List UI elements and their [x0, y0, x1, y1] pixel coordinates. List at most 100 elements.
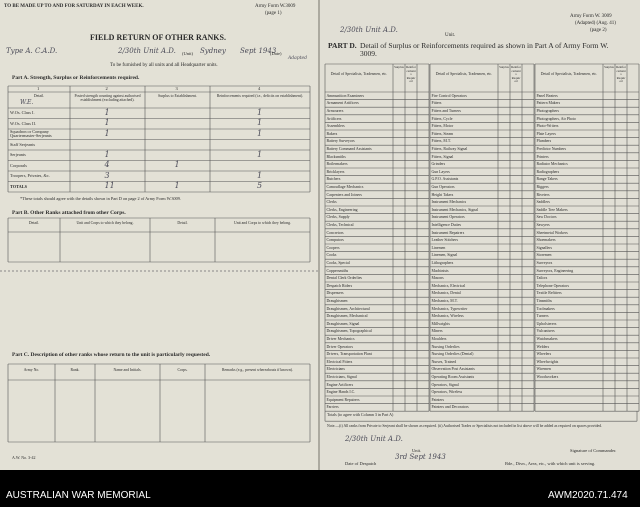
- trade-label: Vulcanisers: [536, 329, 555, 334]
- trade-label: G.P.O. Assistants: [431, 177, 459, 182]
- row-label: TOTALS: [10, 183, 28, 189]
- trade-label: Machinists: [431, 268, 449, 273]
- handwriting: W.E.: [20, 99, 34, 106]
- page-number: (page 1): [265, 11, 282, 16]
- footnote: *These totals should agree with the deta…: [20, 196, 181, 201]
- section-title: Part A. Strength, Surplus or Reinforceme…: [12, 75, 140, 81]
- trade-label: Driver Mechanics: [326, 337, 355, 341]
- trade-label: Saddle Tree Makers: [536, 207, 568, 212]
- row-label: Staff Serjeants: [10, 141, 36, 147]
- trade-label: Panel Beaters: [536, 93, 558, 98]
- handwritten-value: 11: [104, 181, 115, 190]
- row-label: Serjeants: [10, 152, 26, 157]
- trade-label: Mechanics, Wireless: [431, 314, 464, 319]
- trade-label: Telephone Operators: [536, 283, 569, 288]
- handwriting: 3rd Sept 1943: [395, 453, 446, 461]
- trade-label: Watchmakers: [536, 337, 558, 341]
- trade-label: Drivers, Transportation Plant: [326, 352, 372, 357]
- trade-label: Millwrights: [431, 321, 450, 326]
- trade-label: Wheelwrights: [536, 359, 559, 364]
- trade-label: Instrument Mechanics: [431, 200, 467, 205]
- row-label: Squadron or Company Quartermaster-Serjea…: [10, 128, 52, 139]
- trade-label: Nurses, Trained: [431, 359, 457, 364]
- form-number: Army Form W.3009: [255, 4, 296, 9]
- footer-left: AUSTRALIAN WAR MEMORIAL: [6, 490, 151, 501]
- row-label: W.Os. Class I.: [10, 110, 35, 115]
- formation-label: Bde., Divn., Area, etc., with which unit…: [505, 461, 596, 466]
- trade-label: Driver Operators: [326, 344, 353, 349]
- column-header: Detail of Specialists, Tradesmen, etc.: [435, 72, 493, 76]
- trade-label: Fitters, Steam: [431, 131, 454, 136]
- column-header: Surplus: [499, 65, 509, 69]
- trade-label: Storemen: [536, 253, 552, 258]
- trade-label: Leather Stitchers: [431, 238, 458, 243]
- section-label: PART D.: [328, 41, 357, 50]
- trade-label: Sawyers: [536, 223, 550, 227]
- trade-label: Draughtsmen, Mechanical: [326, 314, 368, 319]
- trade-label: Range Takers: [536, 177, 558, 182]
- column-header: Detail of Specialists, Tradesmen, etc.: [330, 72, 388, 76]
- trade-label: Sheetmetal Workers: [536, 230, 568, 235]
- trade-label: Painters: [431, 397, 445, 402]
- trade-label: Draughtsmen, Topographical: [326, 329, 372, 334]
- trade-label: Engine Hands I.C.: [326, 390, 356, 395]
- trade-label: Clerks, Engineering: [326, 207, 358, 212]
- section-title: Part C. Description of other ranks whose…: [12, 352, 211, 358]
- trade-label: Fitters, Signal: [431, 154, 454, 159]
- trade-label: Observation Post Assistants: [431, 367, 475, 372]
- column-header: Unit and Corps to which they belong.: [76, 221, 134, 225]
- column-header: Detail.: [28, 221, 40, 225]
- handwritten-value: 1: [104, 128, 110, 138]
- trade-label: Photographers: [536, 109, 559, 113]
- trade-label: Boilermakers: [326, 162, 348, 167]
- trade-label: Operators, Signal: [431, 382, 459, 387]
- row-label: Troopers, Privates, &c.: [10, 173, 50, 178]
- trade-label: Coopers: [326, 245, 340, 250]
- row-label: Corporals: [10, 162, 27, 168]
- trade-label: Shoemakers: [536, 238, 556, 243]
- page-number: (page 2): [590, 28, 607, 33]
- trade-label: Nursing Orderlies (Dental): [431, 352, 474, 357]
- trade-label: Linemen: [431, 245, 446, 250]
- trade-label: Surveyors, Engineering: [536, 268, 574, 273]
- unit-label: Unit.: [445, 33, 456, 38]
- trade-label: Textile Refitters: [536, 291, 562, 296]
- form-title: FIELD RETURN OF OTHER RANKS.: [90, 33, 226, 42]
- trade-label: Butchers: [326, 177, 341, 182]
- trade-label: Nursing Orderlies: [431, 344, 460, 349]
- trade-label: Draughtsmen, Signal: [326, 321, 360, 326]
- handwriting: 2/30th Unit A.D.: [118, 47, 176, 55]
- trade-label: Mechanics, Electrical: [431, 283, 466, 288]
- section-title: Part B. Other Ranks attached from other …: [12, 210, 126, 216]
- footer-band: [0, 470, 640, 507]
- trade-label: Predictor Numbers: [536, 147, 567, 151]
- totals-label: Totals (to agree with Column 3 in Part A…: [327, 412, 394, 418]
- handwritten-value: 1: [174, 160, 180, 169]
- trade-label: Woodworkers: [536, 375, 559, 379]
- column-header: Reinforcements Required: [616, 65, 626, 84]
- handwritten-value: 1: [257, 107, 263, 117]
- column-header: Unit and Corps to which they belong.: [233, 221, 292, 225]
- handwritten-value: 1: [104, 149, 110, 159]
- handwritten-value: 1: [257, 118, 263, 127]
- trade-label: Farriers: [326, 405, 339, 410]
- form-number: Army Form W. 3009: [570, 14, 612, 19]
- column-header: Surplus to Establishment.: [158, 94, 197, 98]
- trade-label: Clerks, Technical: [326, 223, 354, 227]
- trade-label: Fire Control Operators: [431, 93, 467, 98]
- handwriting: 2/30th Unit A.D.: [340, 26, 398, 34]
- adapted: Adapted: [288, 56, 308, 61]
- instruction: TO BE MADE UP TO AND FOR SATURDAY IN EAC…: [4, 4, 144, 9]
- trade-label: Computors: [326, 238, 344, 243]
- trade-label: Clerks: [326, 200, 337, 205]
- footer-right: AWM2020.71.474: [548, 490, 628, 501]
- trade-label: Painters and Decorators: [431, 405, 469, 410]
- trade-label: Linemen, Signal: [431, 253, 458, 258]
- trade-label: Fitters, M.T.: [431, 139, 451, 144]
- trade-label: Fitters: [431, 101, 442, 106]
- trade-label: Armourers: [326, 109, 344, 113]
- trade-label: Cooks, Special: [326, 261, 350, 265]
- trade-label: Armament Artificers: [326, 101, 359, 106]
- trade-label: Lithographers: [431, 261, 454, 265]
